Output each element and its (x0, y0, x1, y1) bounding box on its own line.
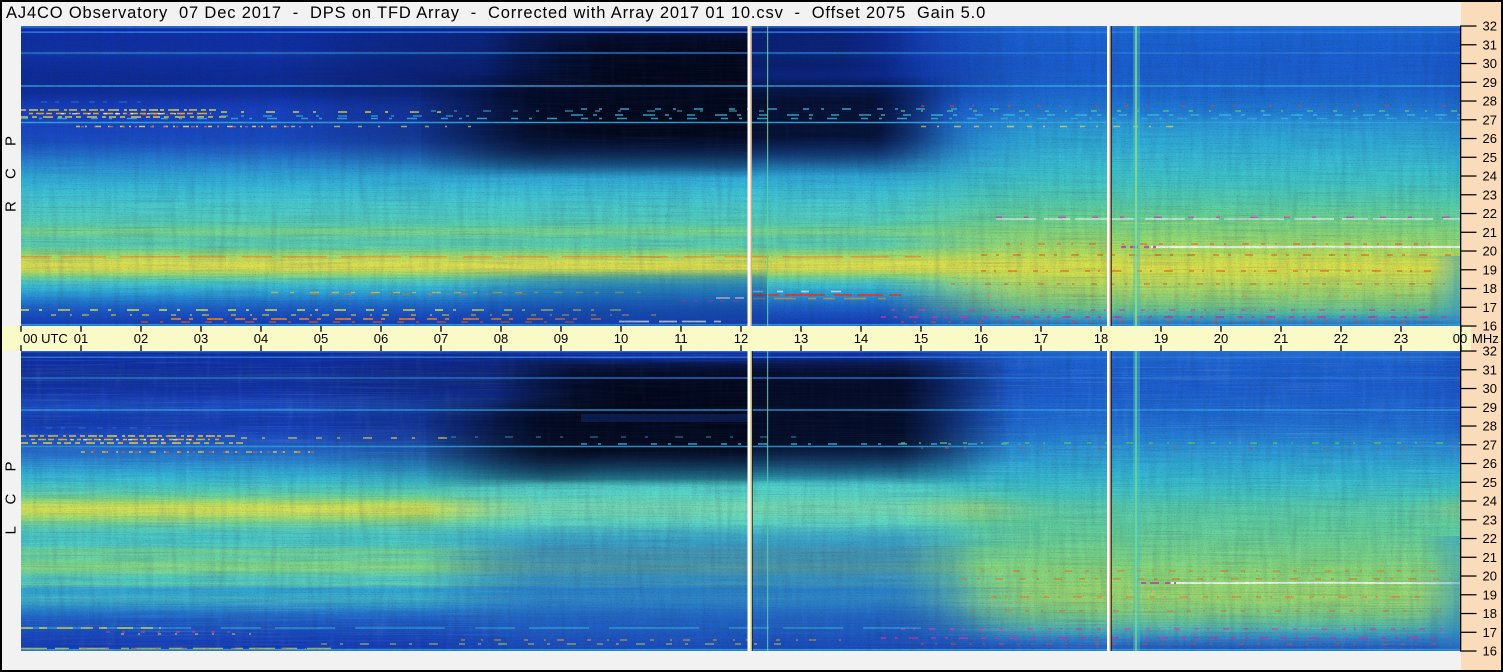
svg-text:19: 19 (1483, 262, 1497, 277)
svg-text:26: 26 (1483, 131, 1497, 146)
svg-text:19: 19 (1154, 331, 1168, 346)
svg-text:27: 27 (1483, 437, 1497, 452)
svg-text:22: 22 (1483, 206, 1497, 221)
svg-text:00 UTC: 00 UTC (23, 331, 68, 346)
svg-text:26: 26 (1483, 456, 1497, 471)
svg-text:30: 30 (1483, 381, 1497, 396)
svg-text:16: 16 (974, 331, 988, 346)
svg-text:29: 29 (1483, 400, 1497, 415)
svg-text:00: 00 (1453, 331, 1467, 346)
svg-text:15: 15 (914, 331, 928, 346)
svg-text:22: 22 (1334, 331, 1348, 346)
svg-text:21: 21 (1274, 331, 1288, 346)
svg-text:09: 09 (554, 331, 568, 346)
svg-text:18: 18 (1483, 606, 1497, 621)
svg-text:18: 18 (1094, 331, 1108, 346)
svg-text:02: 02 (134, 331, 148, 346)
svg-text:28: 28 (1483, 419, 1497, 434)
svg-text:12: 12 (734, 331, 748, 346)
svg-text:16: 16 (1483, 319, 1497, 334)
svg-text:07: 07 (434, 331, 448, 346)
svg-text:16: 16 (1483, 644, 1497, 659)
svg-text:18: 18 (1483, 281, 1497, 296)
svg-text:20: 20 (1483, 244, 1497, 259)
svg-text:10: 10 (614, 331, 628, 346)
svg-text:19: 19 (1483, 587, 1497, 602)
svg-text:27: 27 (1483, 112, 1497, 127)
svg-text:23: 23 (1483, 512, 1497, 527)
svg-text:14: 14 (854, 331, 868, 346)
svg-text:32: 32 (1483, 19, 1497, 34)
svg-text:32: 32 (1483, 344, 1497, 359)
svg-text:17: 17 (1483, 300, 1497, 315)
svg-text:31: 31 (1483, 37, 1497, 52)
svg-text:06: 06 (374, 331, 388, 346)
svg-text:24: 24 (1483, 494, 1497, 509)
svg-text:25: 25 (1483, 475, 1497, 490)
svg-text:03: 03 (194, 331, 208, 346)
svg-text:23: 23 (1394, 331, 1408, 346)
svg-text:21: 21 (1483, 225, 1497, 240)
svg-text:13: 13 (794, 331, 808, 346)
svg-text:25: 25 (1483, 150, 1497, 165)
svg-text:01: 01 (74, 331, 88, 346)
svg-text:20: 20 (1214, 331, 1228, 346)
svg-text:23: 23 (1483, 187, 1497, 202)
svg-text:17: 17 (1034, 331, 1048, 346)
svg-text:08: 08 (494, 331, 508, 346)
svg-text:04: 04 (254, 331, 268, 346)
svg-text:31: 31 (1483, 362, 1497, 377)
svg-text:21: 21 (1483, 550, 1497, 565)
svg-text:22: 22 (1483, 531, 1497, 546)
svg-text:20: 20 (1483, 569, 1497, 584)
svg-text:MHz: MHz (1472, 331, 1499, 346)
svg-text:24: 24 (1483, 169, 1497, 184)
svg-text:29: 29 (1483, 75, 1497, 90)
svg-text:05: 05 (314, 331, 328, 346)
svg-text:11: 11 (674, 331, 688, 346)
svg-text:30: 30 (1483, 56, 1497, 71)
svg-text:17: 17 (1483, 625, 1497, 640)
svg-text:28: 28 (1483, 94, 1497, 109)
